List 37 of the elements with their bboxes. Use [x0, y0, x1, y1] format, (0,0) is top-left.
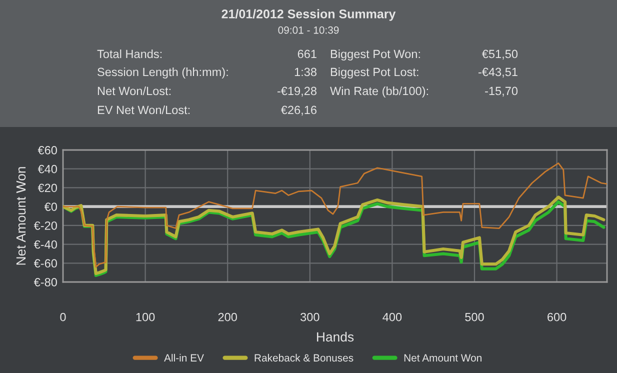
text: €26,16	[280, 106, 316, 116]
text: 1:38	[294, 68, 316, 76]
text: -€19,28	[277, 86, 316, 97]
y-tick-label: €40	[38, 164, 57, 174]
y-tick-label: €-80	[34, 278, 57, 286]
x-tick-label: 400	[382, 312, 402, 322]
y-tick-label: €-60	[34, 259, 57, 268]
x-tick-label: 0	[60, 312, 66, 322]
legend-label: Rakeback & Bonuses	[254, 354, 354, 362]
text: €51,50	[482, 50, 518, 60]
text: Session Length (hh:mm):	[98, 68, 228, 78]
y-tick-label: €60	[38, 146, 57, 154]
y-tick-label: €20	[38, 184, 57, 192]
text: -15,70	[485, 86, 518, 97]
legend-label: Net Amount Won	[404, 354, 482, 362]
text: 661	[298, 50, 316, 58]
y-tick-label: €-40	[34, 240, 57, 249]
text: Total Hands:	[97, 50, 162, 58]
legend-label: All-in EV	[164, 354, 204, 362]
y-tick-label: €0	[44, 202, 57, 211]
x-tick-label: 200	[218, 312, 237, 322]
x-tick-label: 500	[465, 312, 484, 322]
x-tick-label: 100	[136, 312, 155, 322]
text: Net Won/Lost:	[98, 86, 171, 96]
line-series	[63, 162, 607, 268]
text: EV Net Won/Lost:	[98, 106, 190, 114]
text: Win Rate (bb/100):	[330, 86, 428, 98]
chart-subtitle: 09:01 - 10:39	[278, 26, 339, 34]
text: -€43,51	[478, 68, 518, 78]
y-axis-title: Net Amount Won	[16, 167, 26, 265]
x-tick-label: 600	[548, 312, 566, 322]
x-axis-title: Hands	[317, 332, 354, 342]
y-tick-label: €-20	[34, 221, 57, 230]
chart-title: 21/01/2012 Session Summary	[222, 9, 396, 21]
text: Biggest Pot Won:	[330, 50, 420, 60]
x-tick-label: 300	[300, 312, 320, 322]
text: Biggest Pot Lost:	[330, 68, 418, 78]
